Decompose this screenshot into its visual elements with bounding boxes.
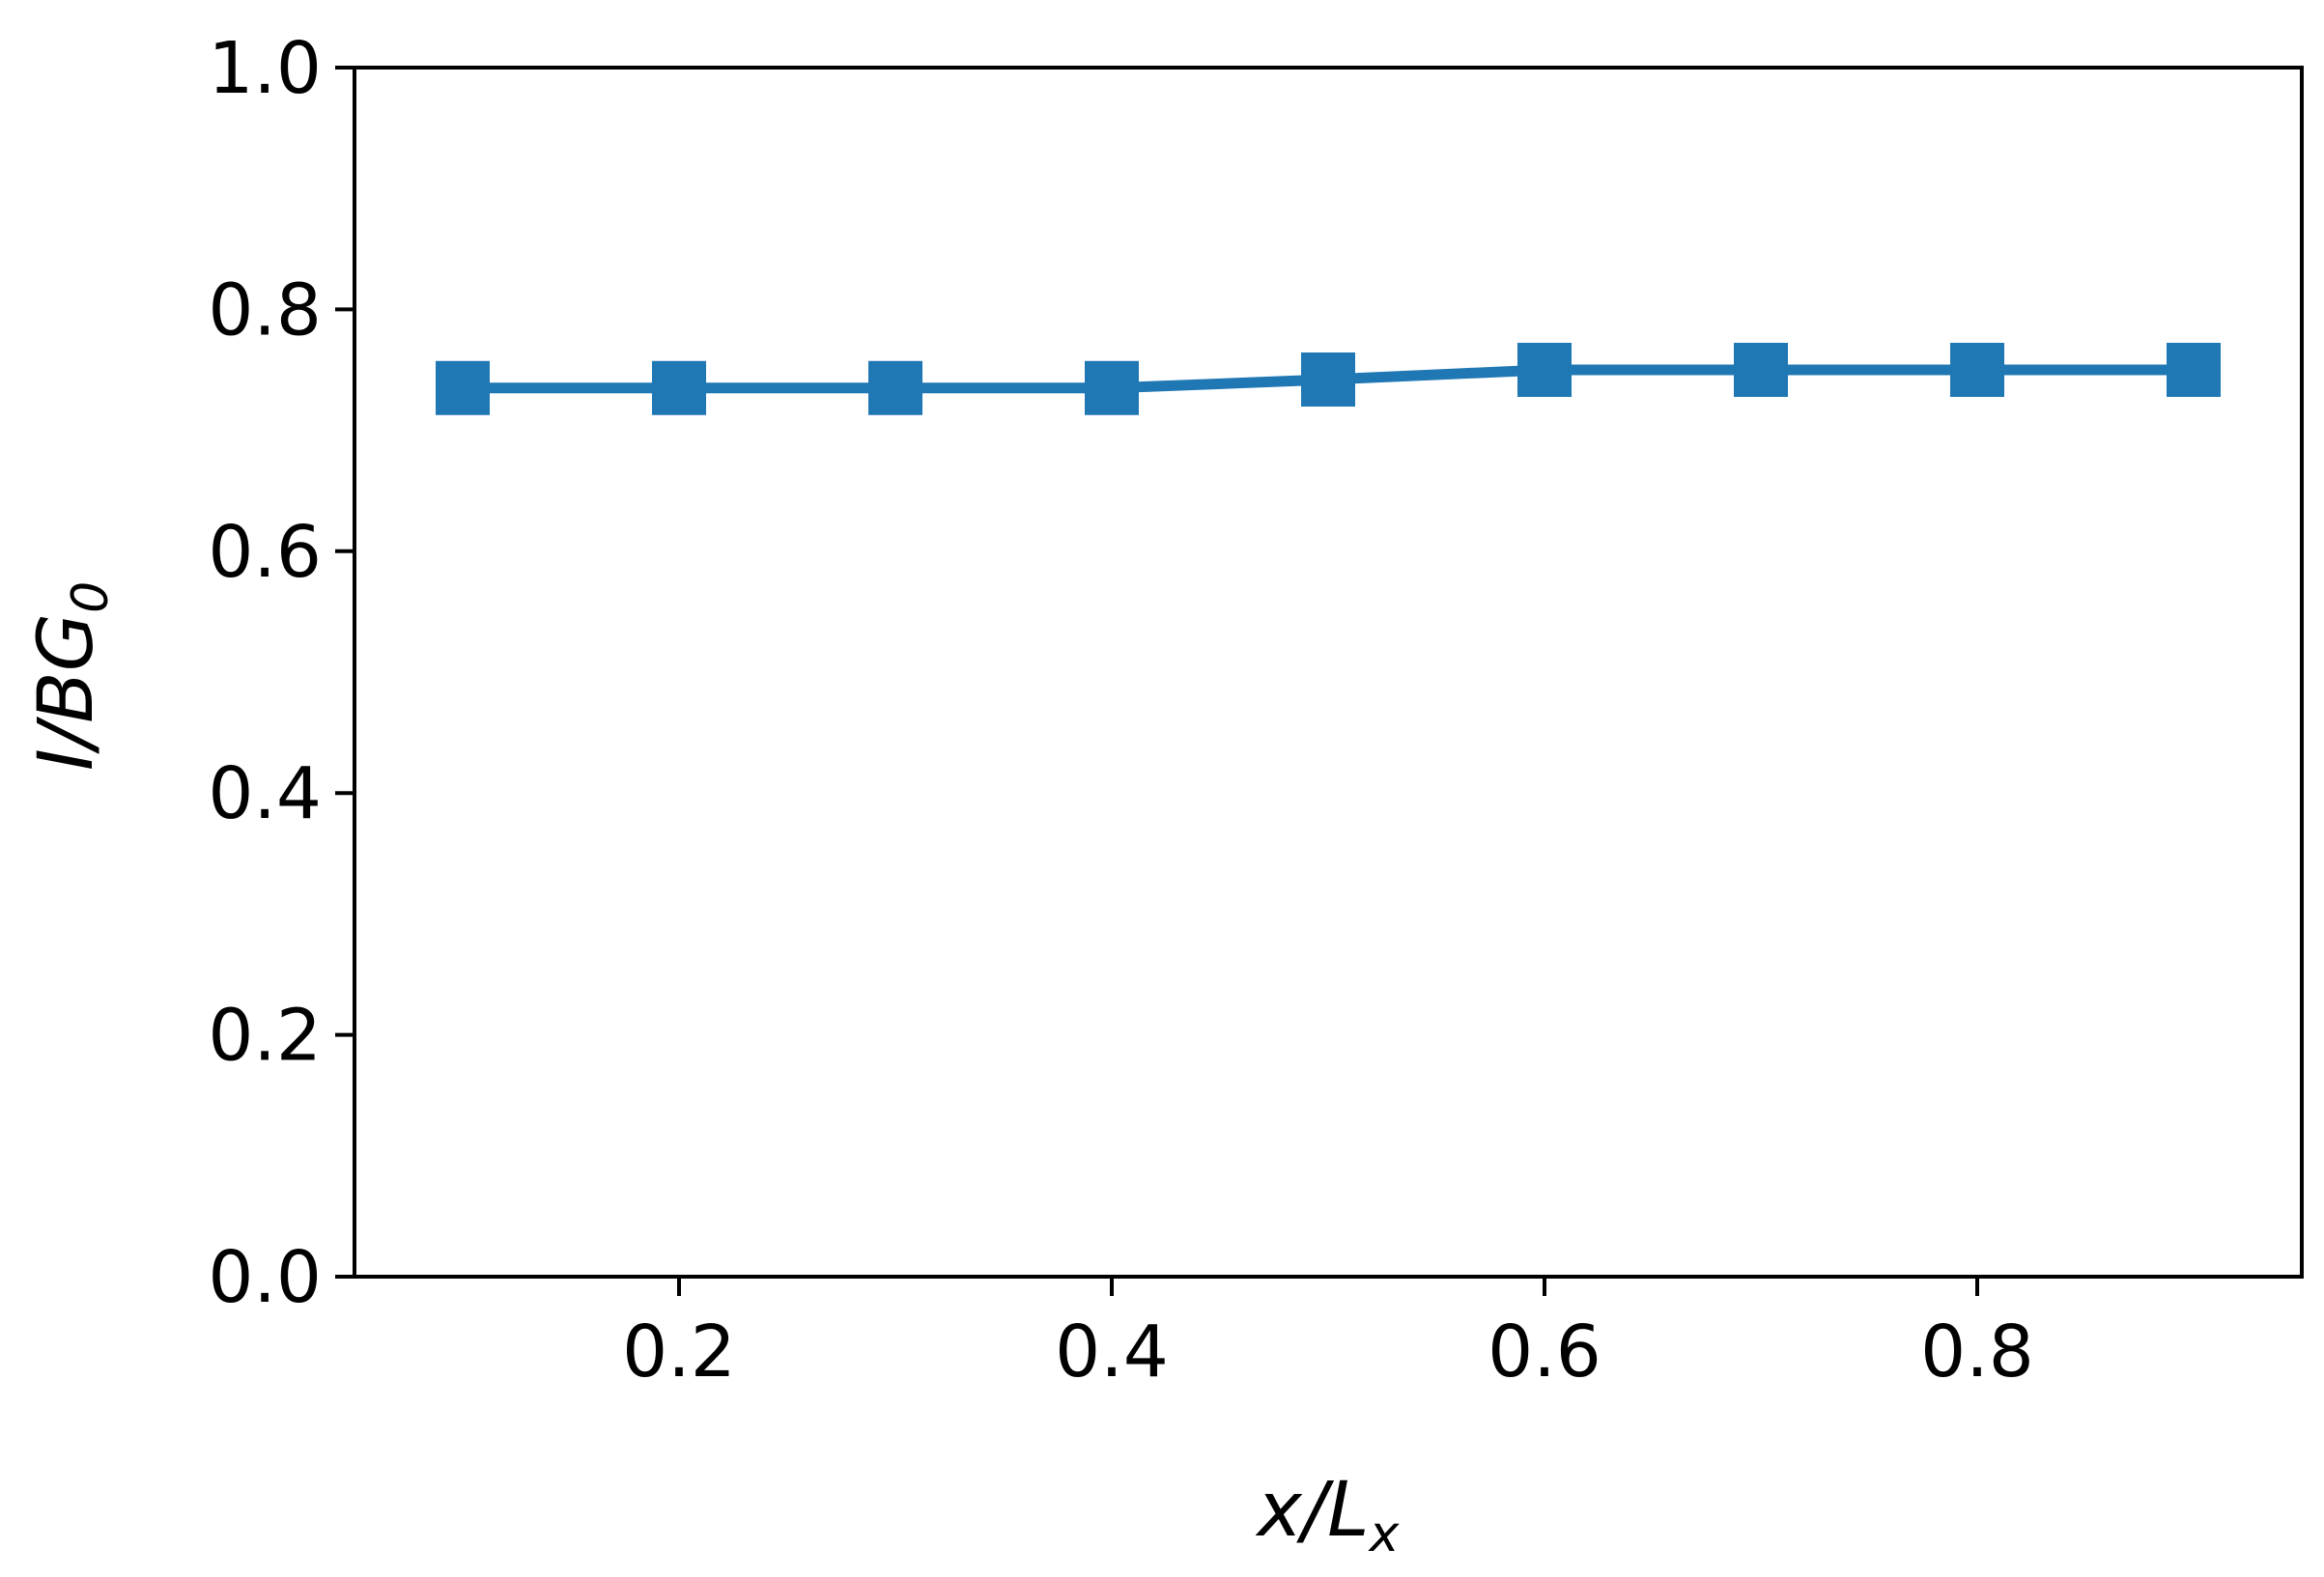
data-point-marker: [436, 360, 490, 415]
y-tick-label: 0.8: [208, 268, 322, 352]
data-point-marker: [1301, 352, 1355, 408]
data-point-marker: [1085, 360, 1139, 415]
y-axis-label-subscript: 0: [62, 581, 120, 613]
x-tick-label: 0.6: [1488, 1310, 1601, 1394]
series-layer: [436, 343, 2221, 415]
y-tick-label: 0.6: [208, 511, 322, 594]
plot-area: [354, 68, 2302, 1277]
data-point-marker: [868, 360, 922, 415]
y-axis-ticks: 0.0 0.2 0.4 0.6 0.8 1.0: [208, 27, 354, 1319]
data-point-marker: [2167, 343, 2221, 397]
data-point-marker: [1734, 343, 1788, 397]
y-tick-label: 0.0: [208, 1236, 322, 1319]
y-axis-label-main: I/BG: [23, 613, 110, 771]
data-point-marker: [1950, 343, 2004, 397]
y-tick-label: 0.4: [208, 752, 322, 835]
y-tick-label: 0.2: [208, 995, 322, 1078]
data-point-marker: [1517, 343, 1572, 397]
x-tick-label: 0.2: [622, 1310, 736, 1394]
x-tick-label: 0.8: [1920, 1310, 2034, 1394]
x-tick-label: 0.4: [1055, 1310, 1169, 1394]
x-axis-label-main: x/L: [1255, 1467, 1370, 1554]
plot-frame: [353, 66, 2304, 1279]
data-point-marker: [652, 360, 706, 415]
y-axis-label: I/BG0: [23, 581, 120, 771]
y-tick-label: 1.0: [208, 27, 322, 110]
x-axis-ticks: 0.2 0.4 0.6 0.8: [622, 1277, 2034, 1394]
x-axis-label-subscript: x: [1368, 1506, 1401, 1563]
x-axis-label: x/Lx: [1255, 1467, 1401, 1563]
